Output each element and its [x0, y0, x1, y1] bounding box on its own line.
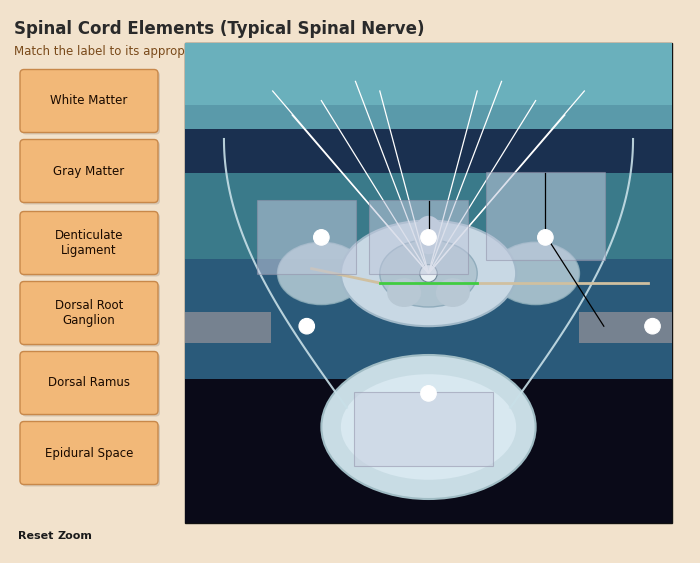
Bar	[185, 129, 672, 173]
FancyBboxPatch shape	[22, 213, 160, 276]
Ellipse shape	[492, 242, 580, 305]
FancyBboxPatch shape	[185, 43, 672, 523]
FancyBboxPatch shape	[183, 312, 271, 343]
Ellipse shape	[387, 278, 421, 307]
Text: White Matter: White Matter	[50, 95, 127, 108]
FancyBboxPatch shape	[22, 354, 160, 417]
Ellipse shape	[277, 242, 365, 305]
Ellipse shape	[380, 240, 477, 307]
Text: Gray Matter: Gray Matter	[53, 164, 125, 177]
Text: Denticulate
Ligament: Denticulate Ligament	[55, 229, 123, 257]
Circle shape	[314, 230, 329, 245]
Ellipse shape	[436, 278, 470, 307]
Bar	[185, 379, 672, 523]
FancyBboxPatch shape	[369, 200, 468, 274]
Text: Reset: Reset	[18, 531, 53, 541]
Bar	[185, 43, 672, 274]
FancyBboxPatch shape	[20, 351, 158, 414]
Bar	[185, 259, 672, 403]
FancyBboxPatch shape	[20, 282, 158, 345]
FancyBboxPatch shape	[20, 422, 158, 485]
Text: Epidural Space: Epidural Space	[45, 446, 133, 459]
FancyBboxPatch shape	[22, 423, 160, 486]
Circle shape	[299, 319, 314, 334]
Circle shape	[645, 319, 660, 334]
FancyBboxPatch shape	[257, 200, 356, 274]
Ellipse shape	[341, 374, 516, 480]
Text: Zoom: Zoom	[58, 531, 93, 541]
Text: Dorsal Ramus: Dorsal Ramus	[48, 377, 130, 390]
FancyBboxPatch shape	[20, 140, 158, 203]
FancyBboxPatch shape	[580, 312, 687, 343]
Text: Spinal Cord Elements (Typical Spinal Nerve): Spinal Cord Elements (Typical Spinal Ner…	[14, 20, 424, 38]
FancyBboxPatch shape	[22, 284, 160, 346]
FancyBboxPatch shape	[20, 69, 158, 132]
Ellipse shape	[321, 355, 536, 499]
FancyBboxPatch shape	[22, 72, 160, 135]
Text: Match the label to its appropriate spinal cord component.: Match the label to its appropriate spina…	[14, 45, 355, 58]
Circle shape	[420, 265, 438, 282]
FancyBboxPatch shape	[22, 141, 160, 204]
Circle shape	[421, 230, 436, 245]
FancyBboxPatch shape	[354, 392, 493, 466]
Bar	[185, 43, 672, 139]
Ellipse shape	[414, 216, 443, 254]
FancyBboxPatch shape	[486, 172, 605, 260]
Ellipse shape	[341, 221, 516, 326]
Text: Dorsal Root
Ganglion: Dorsal Root Ganglion	[55, 299, 123, 327]
Bar	[185, 43, 672, 105]
FancyBboxPatch shape	[20, 212, 158, 275]
Circle shape	[421, 386, 436, 401]
Circle shape	[538, 230, 553, 245]
